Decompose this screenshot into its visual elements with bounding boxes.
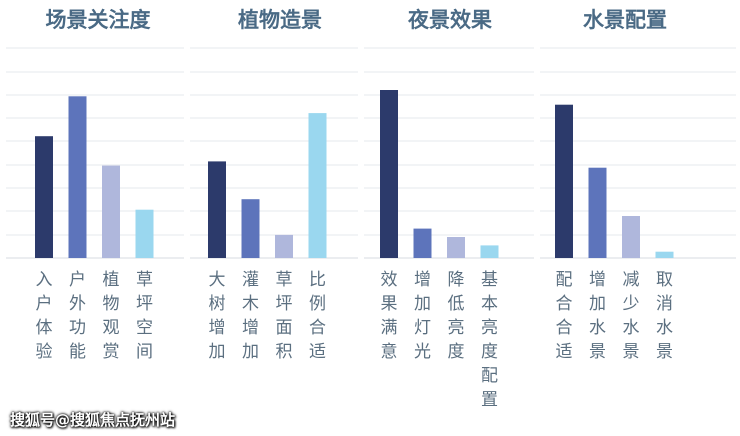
bar bbox=[308, 113, 327, 258]
category-label: 取消水景 bbox=[656, 270, 673, 362]
category-label: 大树增加 bbox=[209, 270, 226, 362]
panel-title: 夜景效果 bbox=[407, 8, 492, 32]
bar bbox=[555, 104, 573, 258]
bar bbox=[655, 251, 674, 258]
bar bbox=[480, 245, 499, 258]
category-label: 植物观赏 bbox=[103, 270, 120, 362]
category-label: 配合合适 bbox=[556, 270, 573, 362]
bar bbox=[588, 167, 607, 258]
category-label: 比例合适 bbox=[309, 270, 326, 362]
bar bbox=[275, 234, 293, 258]
bar bbox=[447, 237, 465, 258]
bar bbox=[135, 209, 154, 258]
category-label: 草坪空间 bbox=[136, 270, 153, 362]
category-label: 草坪面积 bbox=[276, 270, 293, 362]
category-label: 灌木增加 bbox=[242, 270, 259, 362]
panel-title: 场景关注度 bbox=[46, 8, 151, 32]
bar bbox=[35, 136, 53, 258]
panel-title: 水景配置 bbox=[583, 8, 667, 32]
bar bbox=[622, 216, 640, 258]
category-label: 减少水景 bbox=[623, 270, 640, 362]
panel-title: 植物造景 bbox=[238, 8, 322, 32]
bar bbox=[380, 90, 398, 258]
category-label: 增加灯光 bbox=[414, 270, 431, 362]
category-label: 基本亮度配置 bbox=[481, 270, 498, 410]
category-label: 效果满意 bbox=[381, 270, 398, 362]
category-label: 入户体验 bbox=[36, 270, 53, 362]
bar bbox=[241, 199, 260, 258]
category-label: 增加水景 bbox=[589, 270, 606, 362]
bar bbox=[208, 161, 226, 258]
category-label: 降低亮度 bbox=[448, 270, 465, 362]
watermark: 搜狐号@搜狐焦点抚州站 bbox=[10, 411, 176, 429]
bar bbox=[413, 228, 432, 258]
bar bbox=[102, 165, 120, 258]
category-label: 户外功能 bbox=[69, 270, 86, 362]
bar bbox=[68, 96, 87, 258]
